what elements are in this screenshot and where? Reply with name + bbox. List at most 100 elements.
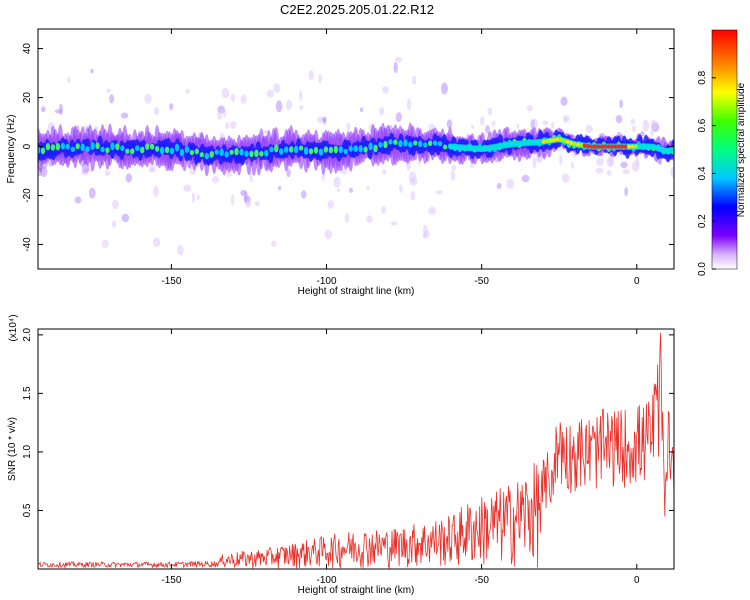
heatmap-blob <box>40 106 46 113</box>
heatmap-blob <box>318 73 322 84</box>
spectrogram-x-ticks: -150 -100 -50 0 <box>161 29 640 287</box>
heatmap-cell <box>135 145 140 151</box>
heatmap-cell <box>50 144 56 151</box>
heatmap-blob <box>622 169 630 175</box>
heatmap-cell <box>259 150 264 157</box>
heatmap-blob <box>271 240 277 248</box>
heatmap-blob <box>382 86 389 94</box>
heatmap-cell <box>174 143 180 152</box>
heatmap-blob <box>530 118 538 130</box>
heatmap-peak-cell <box>599 144 604 149</box>
heatmap-blob <box>640 131 645 137</box>
snr-y-label: SNR (10 * v/v) <box>7 417 18 481</box>
heatmap-blob <box>277 186 282 191</box>
heatmap-blob <box>393 61 398 74</box>
heatmap-blob <box>542 120 549 126</box>
heatmap-cell <box>224 151 229 158</box>
heatmap-blob <box>225 121 230 130</box>
heatmap-blob <box>327 200 334 209</box>
heatmap-peak-cell <box>589 144 594 149</box>
heatmap-cell <box>244 150 249 157</box>
heatmap-cell <box>60 142 66 150</box>
colorbar-tick-label: 0.8 <box>697 70 708 84</box>
heatmap-cell <box>154 145 160 152</box>
heatmap-peak-cell <box>582 143 587 148</box>
heatmap-blob <box>471 124 475 129</box>
heatmap-blob <box>650 120 658 130</box>
heatmap-blob <box>446 119 453 129</box>
heatmap-peak-cell <box>623 144 628 149</box>
snr-x-label: Height of straight line (km) <box>298 585 415 596</box>
heatmap-peak-cell <box>551 137 556 143</box>
colorbar-ticks: 0.0 0.2 0.4 0.6 0.8 <box>697 70 716 276</box>
heatmap-cell <box>254 149 259 158</box>
heatmap-cell <box>169 147 175 155</box>
heatmap-cell <box>283 146 289 153</box>
heatmap-blob <box>183 184 192 192</box>
heatmap-blob <box>273 83 281 94</box>
heatmap-blob <box>111 220 117 228</box>
heatmap-cell <box>363 146 368 153</box>
heatmap-peak-cell <box>565 139 570 145</box>
x-tick-label: -100 <box>317 276 337 287</box>
heatmap-blob <box>324 229 333 240</box>
heatmap-blob <box>104 170 111 177</box>
colorbar-tick-label: 0.2 <box>697 214 708 228</box>
heatmap-cell <box>164 146 170 154</box>
heatmap-blob <box>196 194 200 201</box>
x-tick-label: -150 <box>161 276 181 287</box>
heatmap-cell <box>145 143 150 150</box>
heatmap-blob <box>112 199 119 210</box>
heatmap-blob <box>121 213 130 223</box>
heatmap-cell <box>75 143 80 150</box>
heatmap-cell <box>115 143 120 151</box>
heatmap-cell <box>388 139 393 145</box>
heatmap-peak-cell <box>575 142 580 147</box>
heatmap-blob <box>101 239 109 248</box>
heatmap-blob <box>506 178 515 189</box>
spectrogram-panel: -150 -100 -50 0 -40 -20 0 20 40 Height of strai… <box>6 28 675 297</box>
heatmap-cell <box>418 140 423 148</box>
heatmap-blob <box>106 88 111 94</box>
heatmap-blob <box>249 171 253 183</box>
y-tick-label: 0.5 <box>22 503 33 517</box>
y-tick-label: 20 <box>22 92 33 104</box>
heatmap-blob <box>642 119 650 132</box>
heatmap-blob <box>485 125 490 134</box>
y-tick-label: -20 <box>22 188 33 203</box>
heatmap-blob <box>408 171 417 183</box>
heatmap-blob <box>301 190 307 199</box>
heatmap-cell <box>234 147 239 156</box>
heatmap-blob <box>670 166 674 178</box>
heatmap-blob <box>216 111 223 120</box>
heatmap-cell <box>427 140 433 147</box>
heatmap-cell <box>393 139 398 145</box>
heatmap-peak-cell <box>609 144 614 149</box>
colorbar: 0.0 0.2 0.4 0.6 0.8 Normalized spectral ampl… <box>697 29 747 276</box>
colorbar-tick-label: 0.6 <box>697 118 708 132</box>
heatmap-blob <box>185 88 190 94</box>
heatmap-cell <box>55 143 61 151</box>
heatmap-blob <box>229 120 237 129</box>
heatmap-peak-cell <box>633 144 638 149</box>
heatmap-blob <box>381 205 387 214</box>
heatmap-cell <box>338 145 343 154</box>
heatmap-cell <box>442 144 448 150</box>
heatmap-blob <box>595 167 604 174</box>
heatmap-cell <box>249 150 254 158</box>
heatmap-cell <box>125 148 130 154</box>
heatmap-cell <box>95 142 100 150</box>
heatmap-cell <box>100 146 105 153</box>
heatmap-cell <box>110 142 115 151</box>
heatmap-cell <box>308 148 314 155</box>
heatmap-cell <box>432 140 438 146</box>
heatmap-blob <box>109 94 115 104</box>
heatmap-blob <box>441 82 448 95</box>
heatmap-blob <box>559 154 563 166</box>
heatmap-cell <box>293 145 299 154</box>
heatmap-blob <box>191 192 196 203</box>
figure-title: C2E2.2025.205.01.22.R12 <box>280 2 434 17</box>
heatmap-blob <box>658 157 663 166</box>
heatmap-blob <box>366 215 373 224</box>
heatmap-blob <box>550 121 555 130</box>
